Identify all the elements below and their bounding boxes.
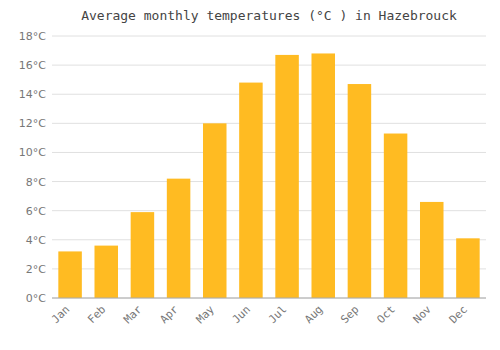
- bar: [167, 179, 191, 298]
- x-axis-line: [52, 298, 486, 299]
- x-tick-label: Sep: [338, 303, 361, 326]
- y-tick-label: 6°C: [26, 205, 46, 218]
- grid-line: [52, 152, 486, 153]
- grid-line: [52, 298, 486, 299]
- y-tick-label: 18°C: [19, 30, 46, 43]
- grid-line: [52, 94, 486, 95]
- bar: [348, 84, 372, 298]
- grid-line: [52, 65, 486, 66]
- y-tick-label: 0°C: [26, 292, 46, 305]
- bar: [203, 123, 227, 298]
- y-tick-label: 4°C: [26, 234, 46, 247]
- y-tick-label: 10°C: [19, 146, 46, 159]
- chart-svg: Average monthly temperatures (°C ) in Ha…: [0, 0, 500, 350]
- x-tick-label: Mar: [121, 303, 145, 327]
- x-tick-label: May: [194, 303, 218, 327]
- bar: [311, 53, 335, 298]
- bar: [420, 202, 444, 298]
- bar: [58, 251, 82, 298]
- bar: [239, 83, 263, 298]
- grid-line: [52, 36, 486, 37]
- x-tick-label: Feb: [85, 303, 108, 326]
- x-tick-label: Dec: [447, 303, 470, 326]
- x-tick-label: Apr: [157, 303, 181, 327]
- grid-line: [52, 181, 486, 182]
- x-tick-label: Aug: [302, 303, 325, 326]
- bar: [456, 238, 480, 298]
- y-tick-label: 8°C: [26, 176, 46, 189]
- x-tick-label: Jun: [230, 303, 253, 326]
- bars: [58, 53, 479, 298]
- y-tick-label: 14°C: [19, 88, 46, 101]
- x-tick-label: Nov: [411, 303, 435, 327]
- x-tick-label: Oct: [374, 303, 397, 326]
- x-tick-label: Jan: [49, 303, 72, 326]
- bar: [94, 246, 118, 298]
- bar: [131, 212, 155, 298]
- grid-line: [52, 123, 486, 124]
- grid: [52, 36, 486, 298]
- y-tick-label: 12°C: [19, 117, 46, 130]
- title: Average monthly temperatures (°C ) in Ha…: [81, 8, 457, 23]
- bar: [384, 134, 408, 298]
- y-tick-label: 16°C: [19, 59, 46, 72]
- bar: [275, 55, 299, 298]
- x-tick-label: Jul: [266, 303, 289, 326]
- chart-container: Average monthly temperatures (°C ) in Ha…: [0, 0, 500, 350]
- y-tick-label: 2°C: [26, 263, 46, 276]
